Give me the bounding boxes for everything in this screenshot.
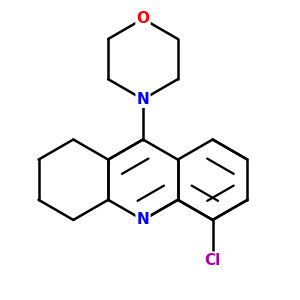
Text: O: O <box>136 11 149 26</box>
Text: N: N <box>136 212 149 227</box>
Text: Cl: Cl <box>205 253 221 268</box>
Text: N: N <box>136 92 149 107</box>
